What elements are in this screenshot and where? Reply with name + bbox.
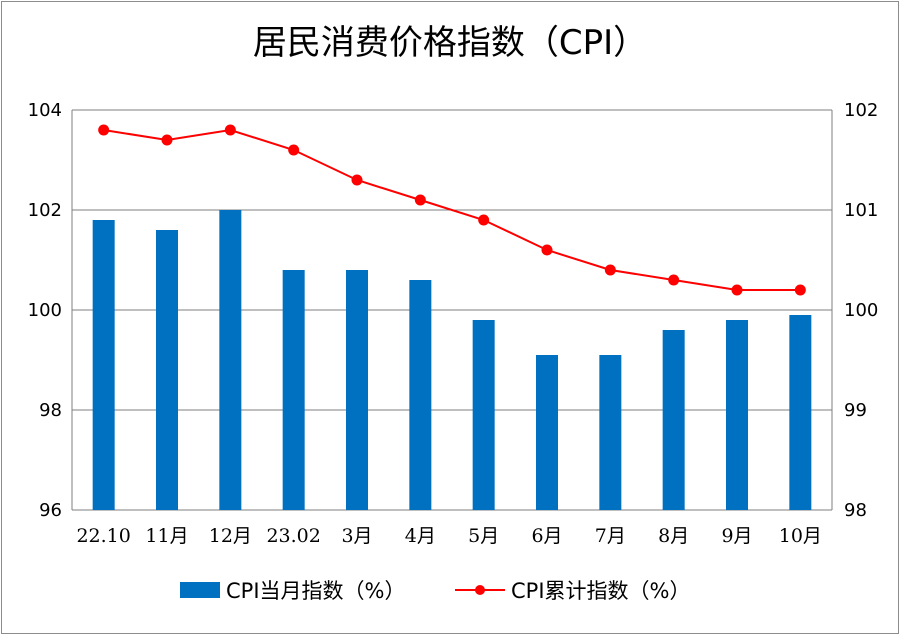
category-label-10: 9月: [721, 525, 752, 547]
right-tick-label-2: 100: [844, 300, 878, 321]
bar-10: [726, 320, 748, 510]
category-label-6: 5月: [468, 525, 499, 547]
line-point-0: [98, 124, 110, 136]
gridlines: [72, 109, 832, 511]
category-label-7: 6月: [531, 525, 562, 547]
line-point-10: [731, 284, 743, 296]
line-point-1: [161, 134, 173, 146]
left-tick-label-1: 98: [39, 400, 62, 421]
left-tick-label-2: 100: [28, 300, 62, 321]
bar-11: [789, 315, 812, 510]
legend-bar-swatch: [180, 582, 220, 598]
category-label-2: 12月: [209, 525, 252, 547]
line-point-9: [668, 274, 680, 286]
left-axis-ticks: 96 98 100 102 104: [28, 100, 62, 521]
line-point-3: [288, 144, 300, 156]
line-point-5: [414, 194, 426, 206]
bar-series: [92, 210, 812, 510]
legend-line-label: CPI累计指数（%）: [511, 579, 690, 603]
category-label-9: 8月: [658, 525, 689, 547]
category-label-4: 3月: [341, 525, 372, 547]
right-tick-label-0: 98: [844, 500, 867, 521]
left-tick-label-3: 102: [28, 200, 62, 221]
bar-0: [92, 220, 115, 510]
line-point-8: [604, 264, 616, 276]
category-label-11: 10月: [779, 525, 822, 547]
line-point-2: [224, 124, 236, 136]
axes: [71, 110, 833, 510]
bar-7: [536, 355, 558, 510]
line-point-4: [351, 174, 363, 186]
right-tick-label-3: 101: [844, 200, 878, 221]
bar-8: [599, 355, 622, 510]
category-label-3: 23.02: [266, 525, 320, 547]
right-axis-ticks: 98 99 100 101 102: [844, 100, 878, 521]
bar-5: [409, 280, 432, 510]
category-label-8: 7月: [595, 525, 626, 547]
line-point-6: [478, 214, 490, 226]
category-label-0: 22.10: [76, 525, 130, 547]
legend: CPI当月指数（%） CPI累计指数（%）: [180, 579, 690, 603]
bar-3: [282, 270, 305, 510]
chart-title: 居民消费价格指数（CPI）: [253, 23, 647, 63]
bar-4: [346, 270, 368, 510]
legend-bar-label: CPI当月指数（%）: [226, 579, 405, 603]
line-series: [98, 124, 806, 296]
bar-1: [156, 230, 178, 510]
legend-line-marker: [475, 585, 485, 595]
category-labels: 22.10 11月 12月 23.02 3月 4月 5月 6月 7月 8月 9月 10月: [76, 525, 821, 547]
category-label-1: 11月: [145, 525, 188, 547]
bar-2: [219, 210, 242, 510]
cumulative-line: [103, 128, 801, 291]
bar-6: [472, 320, 495, 510]
bar-9: [662, 330, 685, 510]
line-point-7: [541, 244, 553, 256]
right-tick-label-1: 99: [844, 400, 867, 421]
line-point-11: [794, 284, 806, 296]
category-label-5: 4月: [405, 525, 436, 547]
right-tick-label-4: 102: [844, 100, 878, 121]
left-tick-label-4: 104: [28, 100, 62, 121]
left-tick-label-0: 96: [39, 500, 62, 521]
